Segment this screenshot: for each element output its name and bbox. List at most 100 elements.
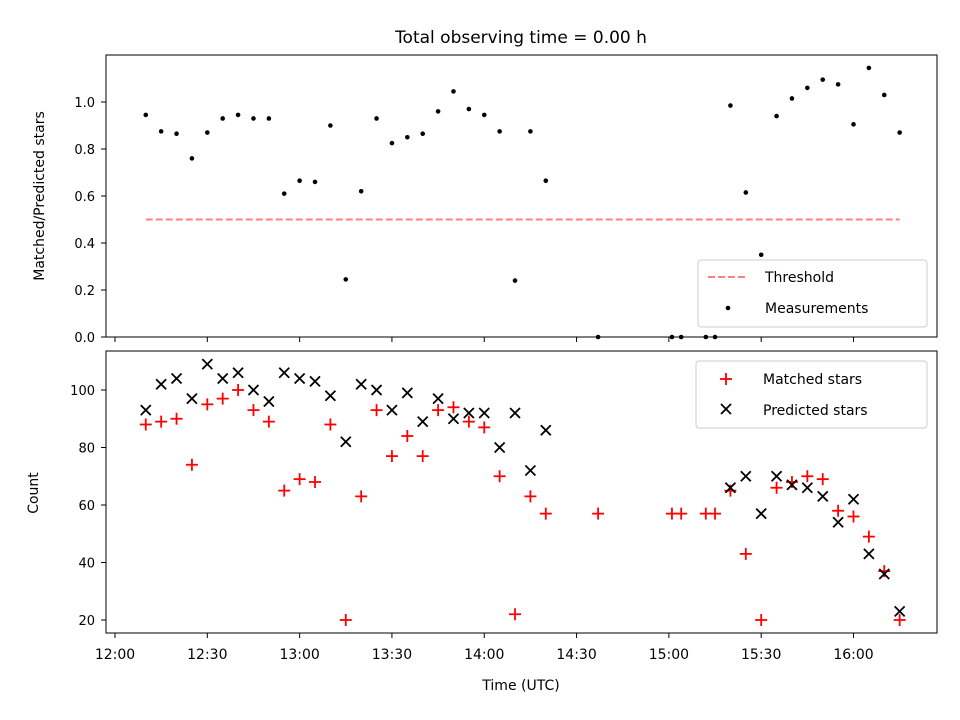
top-legend-box [697, 259, 928, 328]
matched-star-point [170, 412, 183, 425]
bottom-y-ticks: 20 40 60 80 100 [70, 384, 106, 629]
top-legend-measurements-swatch [725, 305, 731, 311]
predicted-star-stroke-b [386, 404, 398, 416]
predicted-star-stroke-b [186, 392, 198, 405]
bottom-x-tick-label: 14:00 [464, 647, 504, 663]
matched-star-point [355, 490, 368, 503]
predicted-star-point [832, 516, 844, 528]
top-y-tick-label: 0.6 [74, 190, 95, 205]
bottom-x-tick-label: 16:00 [833, 647, 873, 663]
bottom-axes-frame [105, 350, 938, 634]
predicted-star-point [432, 392, 444, 405]
top-y-tick-label: 0.4 [74, 237, 95, 252]
predicted-star-point [263, 395, 275, 408]
predicted-star-stroke-b [293, 372, 306, 385]
top-title: Total observing time = 0.00 h [394, 28, 647, 48]
predicted-star-stroke-b [817, 490, 829, 503]
measurement-point [266, 116, 272, 121]
predicted-star-point [247, 384, 260, 396]
predicted-star-stroke-b [786, 479, 798, 491]
predicted-star-stroke-b [801, 482, 813, 494]
top-legend-measurements-label: Measurements [765, 301, 868, 317]
matched-star-point [447, 401, 460, 414]
predicted-star-stroke-b [524, 464, 537, 477]
bottom-legend-predicted-label: Predicted stars [763, 403, 868, 419]
measurement-point [297, 178, 302, 184]
bottom-xlabel: Time (UTC) [481, 678, 559, 694]
matched-star-point [432, 404, 445, 417]
predicted-star-point [293, 372, 306, 385]
predicted-star-point [386, 404, 398, 416]
bottom-y-tick-label: 60 [78, 499, 95, 514]
predicted-star-point [170, 372, 183, 385]
predicted-star-point [401, 387, 413, 399]
bottom-x-tick-label: 12:00 [95, 647, 135, 663]
bottom-legend-box [695, 360, 928, 429]
matched-star-point [385, 450, 398, 463]
measurement-point [328, 123, 333, 128]
predicted-star-stroke-b [309, 375, 321, 388]
top-y-tick-label: 0.8 [74, 143, 95, 158]
matched-star-point [339, 614, 352, 626]
bottom-legend-matched-label: Matched stars [763, 372, 862, 388]
predicted-star-stroke-b [832, 516, 844, 528]
measurement-point [405, 134, 410, 140]
predicted-star-stroke-b [894, 605, 906, 618]
matched-star-point [509, 608, 522, 621]
top-panel: Total observing time = 0.00 h Matched/Pr… [32, 28, 938, 346]
predicted-star-stroke-b [355, 378, 367, 390]
matched-star-point [847, 510, 860, 523]
predicted-star-point [509, 407, 521, 419]
predicted-star-point [863, 548, 875, 560]
measurement-point [235, 112, 241, 118]
matched-star-point [232, 384, 245, 396]
predicted-star-point [878, 568, 890, 580]
predicted-star-point [186, 392, 198, 405]
predicted-star-point [478, 407, 490, 419]
measurement-point [343, 277, 349, 282]
bottom-x-tick-label: 13:00 [279, 647, 319, 663]
predicted-star-point [801, 482, 813, 494]
top-legend: Threshold Measurements [697, 259, 928, 328]
matched-star-point [401, 430, 414, 442]
matched-star-point [709, 507, 722, 520]
matched-star-point [675, 507, 688, 520]
matched-star-point [539, 507, 552, 520]
measurement-point [820, 77, 826, 82]
bottom-x-tick-label: 14:30 [556, 647, 596, 663]
measurement-point [789, 96, 795, 101]
matched-star-point [862, 530, 875, 543]
predicted-star-point [770, 470, 783, 482]
measurement-point [143, 112, 149, 118]
predicted-star-stroke-b [217, 372, 229, 385]
matched-star-point [493, 470, 506, 483]
predicted-star-point [140, 404, 152, 416]
bottom-x-ticks: 12:00 12:30 13:00 13:30 14:00 14:30 15:00 15:30… [95, 633, 874, 663]
predicted-star-point [740, 470, 752, 482]
measurement-point [866, 65, 872, 71]
matched-star-point [216, 392, 229, 405]
predicted-star-stroke-b [770, 470, 783, 482]
measurement-point [174, 131, 179, 137]
top-x-ticks [114, 337, 854, 342]
top-plot-area [143, 65, 902, 340]
predicted-star-point [894, 605, 906, 618]
bottom-ylabel: Count [26, 472, 42, 514]
predicted-star-stroke-b [724, 482, 737, 494]
matched-star-point [592, 507, 605, 520]
predicted-star-stroke-b [247, 384, 260, 396]
measurement-point [758, 252, 764, 258]
predicted-star-stroke-b [740, 470, 752, 482]
predicted-star-stroke-b [278, 367, 290, 379]
matched-star-point [247, 404, 260, 417]
predicted-star-stroke-b [878, 568, 890, 580]
predicted-star-point [278, 367, 290, 379]
matched-star-point [755, 614, 768, 626]
top-y-ticks: 0.0 0.2 0.4 0.6 0.8 1.0 [74, 96, 106, 346]
measurement-point [497, 129, 502, 134]
matched-star-point [462, 415, 475, 428]
top-y-tick-label: 0.0 [74, 331, 95, 346]
measurement-point [466, 106, 472, 112]
bottom-y-tick-label: 100 [70, 384, 95, 399]
